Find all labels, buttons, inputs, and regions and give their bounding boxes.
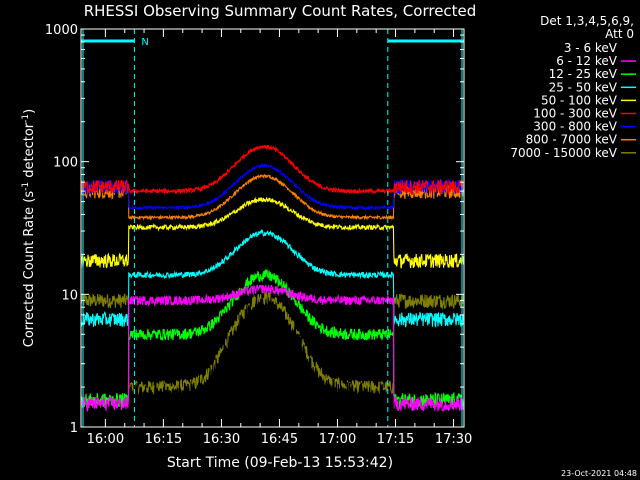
x-axis: 16:00 16:15 16:30 16:45 17:00 17:15 17:30 — [87, 29, 472, 447]
x-tick-label: 16:15 — [145, 432, 182, 447]
y-axis-label: Corrected Count Rate (s-1 detector-1) — [21, 109, 37, 347]
x-axis-label: Start Time (09-Feb-13 15:53:42) — [167, 455, 393, 471]
legend-label: 300 - 800 keV — [533, 120, 617, 134]
legend-label: 3 - 6 keV — [564, 41, 618, 55]
series-line-50-100-kev — [80, 196, 465, 269]
series-line-300-800-kev — [80, 162, 465, 212]
y-tick-label: 10 — [61, 288, 78, 303]
series-line-7000-15000-kev — [80, 291, 465, 395]
legend-label: 6 - 12 keV — [556, 54, 618, 68]
legend-label: 800 - 7000 keV — [526, 133, 618, 147]
y-tick-label: 100 — [53, 156, 78, 171]
y-axis: 1 10 100 1000 — [45, 23, 464, 436]
y-axis-label-sup1: -1 — [21, 182, 31, 191]
x-tick-label: 17:30 — [435, 432, 472, 447]
night-flags: N — [81, 29, 464, 427]
footer-timestamp: 23-Oct-2021 04:48 — [561, 469, 637, 478]
plot-frame — [80, 28, 465, 428]
x-tick-label: 16:00 — [87, 432, 124, 447]
legend-label: 7000 - 15000 keV — [510, 146, 617, 160]
legend-label: 100 - 300 keV — [533, 107, 617, 121]
y-axis-label-end: ) — [22, 109, 37, 114]
y-tick-label: 1 — [70, 421, 78, 436]
y-axis-label-main: Corrected Count Rate (s — [22, 191, 37, 348]
legend-label: 50 - 100 keV — [541, 93, 618, 107]
series-line-25-50-kev — [80, 228, 464, 328]
legend-label: 12 - 25 keV — [549, 67, 618, 81]
x-tick-label: 17:15 — [377, 432, 414, 447]
legend-header-line2: Att 0 — [605, 27, 634, 41]
series-line-100-300-kev — [80, 144, 465, 196]
legend-label: 25 - 50 keV — [549, 80, 618, 94]
x-tick-label: 16:45 — [261, 432, 298, 447]
night-flag-label: N — [141, 37, 148, 48]
plot-area: N 1 10 100 1000 16:00 16:15 16:30 16:45 17:00 17… — [45, 23, 472, 447]
series-line-3-6-kev — [80, 295, 465, 436]
y-axis-label-sup2: -1 — [21, 114, 31, 123]
x-tick-label: 16:30 — [203, 432, 240, 447]
chart-title: RHESSI Observing Summary Count Rates, Co… — [84, 2, 477, 20]
legend-header-line1: Det 1,3,4,5,6,9, — [540, 14, 634, 28]
y-axis-label-mid: detector — [22, 122, 37, 182]
y-tick-label: 1000 — [45, 23, 78, 38]
x-tick-label: 17:00 — [319, 432, 356, 447]
series-layer — [80, 144, 465, 436]
series-line-6-12-kev — [80, 284, 465, 413]
